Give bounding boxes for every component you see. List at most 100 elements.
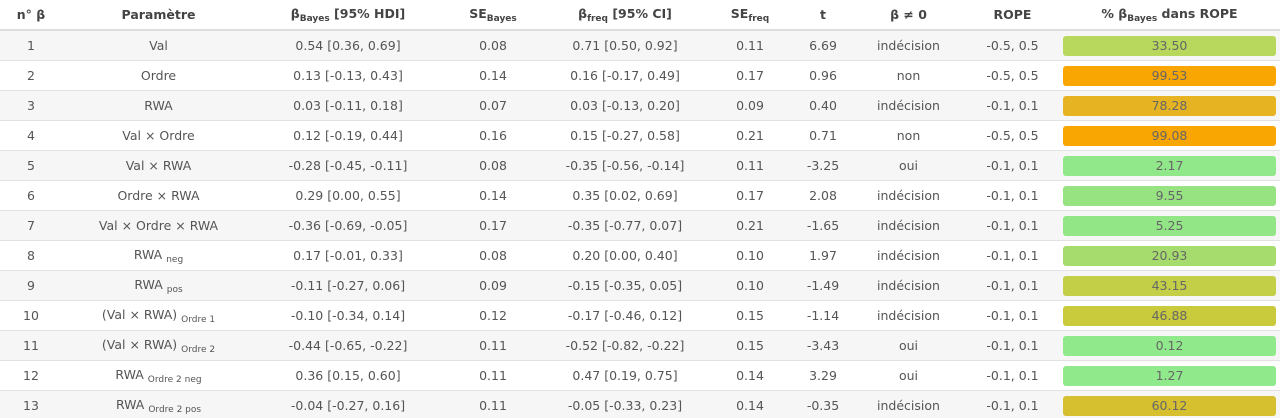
cell-text: -1.49 [806,278,840,293]
cell-rope: -0.5, 0.5 [966,120,1059,151]
cell-param: Val × RWA [62,150,255,181]
table-row: 8 RWA neg 0.17 [-0.01, 0.33] 0.08 0.20 [0.00… [0,240,1280,271]
header-subscript: Bayes [486,13,517,24]
cell-param: Ordre × RWA [62,180,255,211]
cell-text: -3.43 [806,338,840,353]
cell-beta-bayes: 0.03 [-0.11, 0.18] [255,90,441,121]
cell-text: 0.13 [-0.13, 0.43] [293,68,403,83]
header-row: n° β Paramètre βBayes [95% HDI] SEBayes βfre… [0,0,1280,31]
cell-se-bayes: 0.07 [441,90,545,121]
rope-bar: 78.28 [1063,95,1276,116]
cell-beta-freq: -0.15 [-0.35, 0.05] [545,270,705,301]
cell-text: -1.65 [806,218,840,233]
cell-t: 2.08 [795,180,851,211]
cell-text: 0.96 [809,68,837,83]
cell-beta-ne-0: indécision [851,210,966,241]
rope-bar: 1.27 [1063,365,1276,386]
cell-beta-freq: -0.52 [-0.82, -0.22] [545,330,705,361]
cell-pct: 20.93 [1059,240,1280,271]
cell-text: 0.14 [736,368,764,383]
cell-text: -0.1, 0.1 [986,278,1039,293]
cell-se-bayes: 0.11 [441,330,545,361]
cell-text: 0.16 [-0.17, 0.49] [570,68,680,83]
cell-text: non [896,128,921,143]
column-header: βBayes [95% HDI] [255,0,441,31]
cell-t: -3.43 [795,330,851,361]
cell-beta-ne-0: indécision [851,180,966,211]
cell-text: indécision [877,308,940,323]
cell-n: 4 [0,120,62,151]
param-subscript: neg [166,254,184,265]
cell-text: 0.17 [479,218,507,233]
cell-beta-freq: 0.71 [0.50, 0.92] [545,29,705,61]
cell-t: 0.71 [795,120,851,151]
cell-param: RWA neg [62,240,255,271]
table-row: 2 Ordre 0.13 [-0.13, 0.43] 0.14 0.16 [-0.17,… [0,60,1280,91]
rope-bar: 9.55 [1063,185,1276,206]
cell-text: 0.15 [-0.27, 0.58] [570,128,680,143]
cell-se-freq: 0.11 [705,29,795,61]
cell-beta-bayes: 0.54 [0.36, 0.69] [255,29,441,61]
cell-se-freq: 0.11 [705,150,795,181]
cell-se-bayes: 0.08 [441,150,545,181]
cell-n: 8 [0,240,62,271]
header-text: SE [730,5,749,21]
cell-param: Val [62,29,255,61]
cell-text: Val × Ordre × RWA [98,218,219,233]
cell-beta-ne-0: indécision [851,270,966,301]
cell-beta-bayes: -0.28 [-0.45, -0.11] [255,150,441,181]
cell-se-bayes: 0.14 [441,180,545,211]
cell-t: 1.97 [795,240,851,271]
cell-n: 11 [0,330,62,361]
cell-beta-ne-0: indécision [851,90,966,121]
header-text: SE [469,5,487,21]
cell-beta-ne-0: oui [851,360,966,391]
header-subscript: Bayes [1127,13,1158,24]
cell-pct: 9.55 [1059,180,1280,211]
cell-pct: 78.28 [1059,90,1280,121]
cell-beta-freq: 0.47 [0.19, 0.75] [545,360,705,391]
cell-rope: -0.5, 0.5 [966,60,1059,91]
cell-beta-freq: 0.20 [0.00, 0.40] [545,240,705,271]
cell-se-freq: 0.10 [705,240,795,271]
cell-text: 7 [27,218,35,233]
cell-text: 0.10 [736,248,764,263]
cell-text: RWA [133,246,163,262]
cell-text: (Val × RWA) [101,336,178,352]
cell-text: -0.1, 0.1 [986,218,1039,233]
cell-text: Ordre × RWA [117,188,200,203]
param-subscript: pos [166,284,183,295]
rope-bar: 2.17 [1063,155,1276,176]
cell-param: Ordre [62,60,255,91]
cell-se-freq: 0.14 [705,390,795,418]
cell-rope: -0.1, 0.1 [966,330,1059,361]
param-subscript: Ordre 2 pos [148,404,202,415]
cell-rope: -0.5, 0.5 [966,29,1059,61]
cell-rope: -0.1, 0.1 [966,90,1059,121]
cell-rope: -0.1, 0.1 [966,300,1059,331]
cell-pct: 60.12 [1059,390,1280,418]
column-header: β ≠ 0 [851,0,966,31]
cell-se-bayes: 0.09 [441,270,545,301]
cell-beta-freq: 0.35 [0.02, 0.69] [545,180,705,211]
cell-text: 0.21 [736,128,764,143]
cell-text: -0.35 [-0.56, -0.14] [565,158,685,173]
cell-beta-bayes: -0.10 [-0.34, 0.14] [255,300,441,331]
cell-text: 0.35 [0.02, 0.69] [572,188,678,203]
cell-t: 6.69 [795,29,851,61]
cell-beta-bayes: -0.04 [-0.27, 0.16] [255,390,441,418]
cell-text: 0.09 [479,278,507,293]
cell-t: 3.29 [795,360,851,391]
cell-text: 0.71 [809,128,837,143]
header-suffix: dans ROPE [1157,5,1238,21]
cell-text: 0.10 [736,278,764,293]
cell-text: 8 [27,248,35,263]
cell-text: RWA [115,366,144,382]
cell-beta-freq: 0.15 [-0.27, 0.58] [545,120,705,151]
table-row: 3 RWA 0.03 [-0.11, 0.18] 0.07 0.03 [-0.13, 0… [0,90,1280,121]
column-header: % βBayes dans ROPE [1059,0,1280,31]
cell-text: 0.03 [-0.13, 0.20] [570,98,680,113]
table-header: n° β Paramètre βBayes [95% HDI] SEBayes βfre… [0,0,1280,31]
column-header: n° β [0,0,62,31]
cell-beta-bayes: 0.12 [-0.19, 0.44] [255,120,441,151]
